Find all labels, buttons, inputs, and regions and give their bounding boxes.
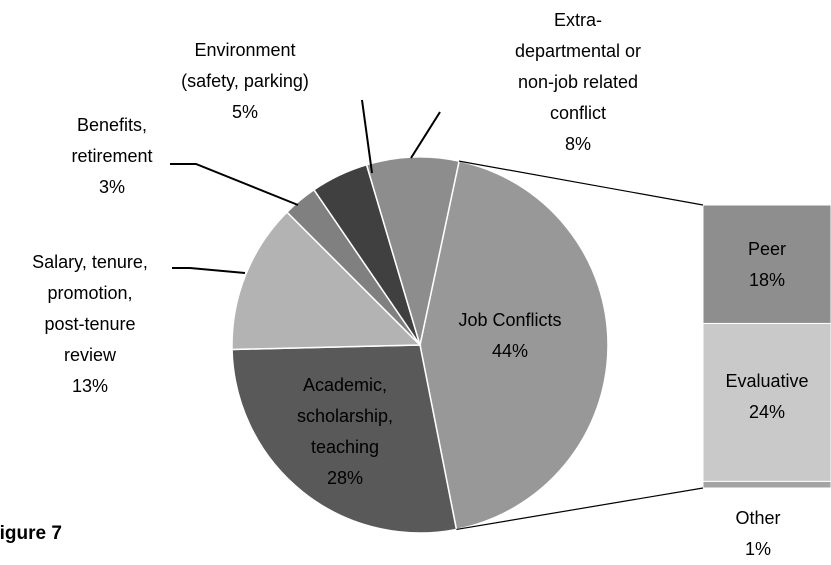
category-label: Other xyxy=(735,508,781,528)
connector xyxy=(458,160,704,206)
value-label: 18% xyxy=(748,270,786,290)
slice-label: Environment (safety, parking) 5% xyxy=(181,35,309,128)
category-label: Evaluative xyxy=(725,371,809,391)
slice-label: Extra- departmental or non-job related c… xyxy=(515,5,641,160)
category-label: Academic, scholarship, teaching xyxy=(296,375,394,457)
value-label: 1% xyxy=(744,539,771,559)
category-label: Environment (safety, parking) xyxy=(181,40,309,91)
category-label: Extra- departmental or non-job related c… xyxy=(514,10,642,123)
bar-label: Evaluative 24% xyxy=(725,366,808,428)
pie-slice xyxy=(231,211,422,351)
slice-label: Salary, tenure, promotion, post-tenure r… xyxy=(32,247,148,402)
value-label: 28% xyxy=(326,468,364,488)
pie-slice xyxy=(419,160,609,531)
slice-label: Job Conflicts 44% xyxy=(458,305,561,367)
pie-slice xyxy=(231,344,458,534)
leader-line xyxy=(170,163,299,206)
category-label: Benefits, retirement xyxy=(71,115,153,166)
bar-label: Peer 18% xyxy=(748,234,786,296)
leader-line xyxy=(361,99,373,174)
slice-label: Benefits, retirement 3% xyxy=(71,110,152,203)
category-label: Peer xyxy=(747,239,787,259)
category-label: Job Conflicts xyxy=(458,310,562,330)
connector xyxy=(456,487,704,531)
bar-segment xyxy=(702,480,831,489)
leader-line xyxy=(410,111,441,159)
category-label: Salary, tenure, promotion, post-tenure r… xyxy=(32,252,148,365)
figure-label: Figure 7 xyxy=(0,523,62,544)
value-label: 13% xyxy=(71,376,109,396)
value-label: 24% xyxy=(748,402,786,422)
leader-line xyxy=(172,267,246,274)
value-label: 44% xyxy=(491,341,529,361)
bar-segment xyxy=(702,204,831,324)
bar-label: Other 1% xyxy=(735,503,780,565)
value-label: 8% xyxy=(564,134,592,154)
value-label: 3% xyxy=(98,177,125,197)
slice-label: Academic, scholarship, teaching 28% xyxy=(297,370,393,494)
bar-segment xyxy=(702,322,831,482)
value-label: 5% xyxy=(231,102,258,122)
